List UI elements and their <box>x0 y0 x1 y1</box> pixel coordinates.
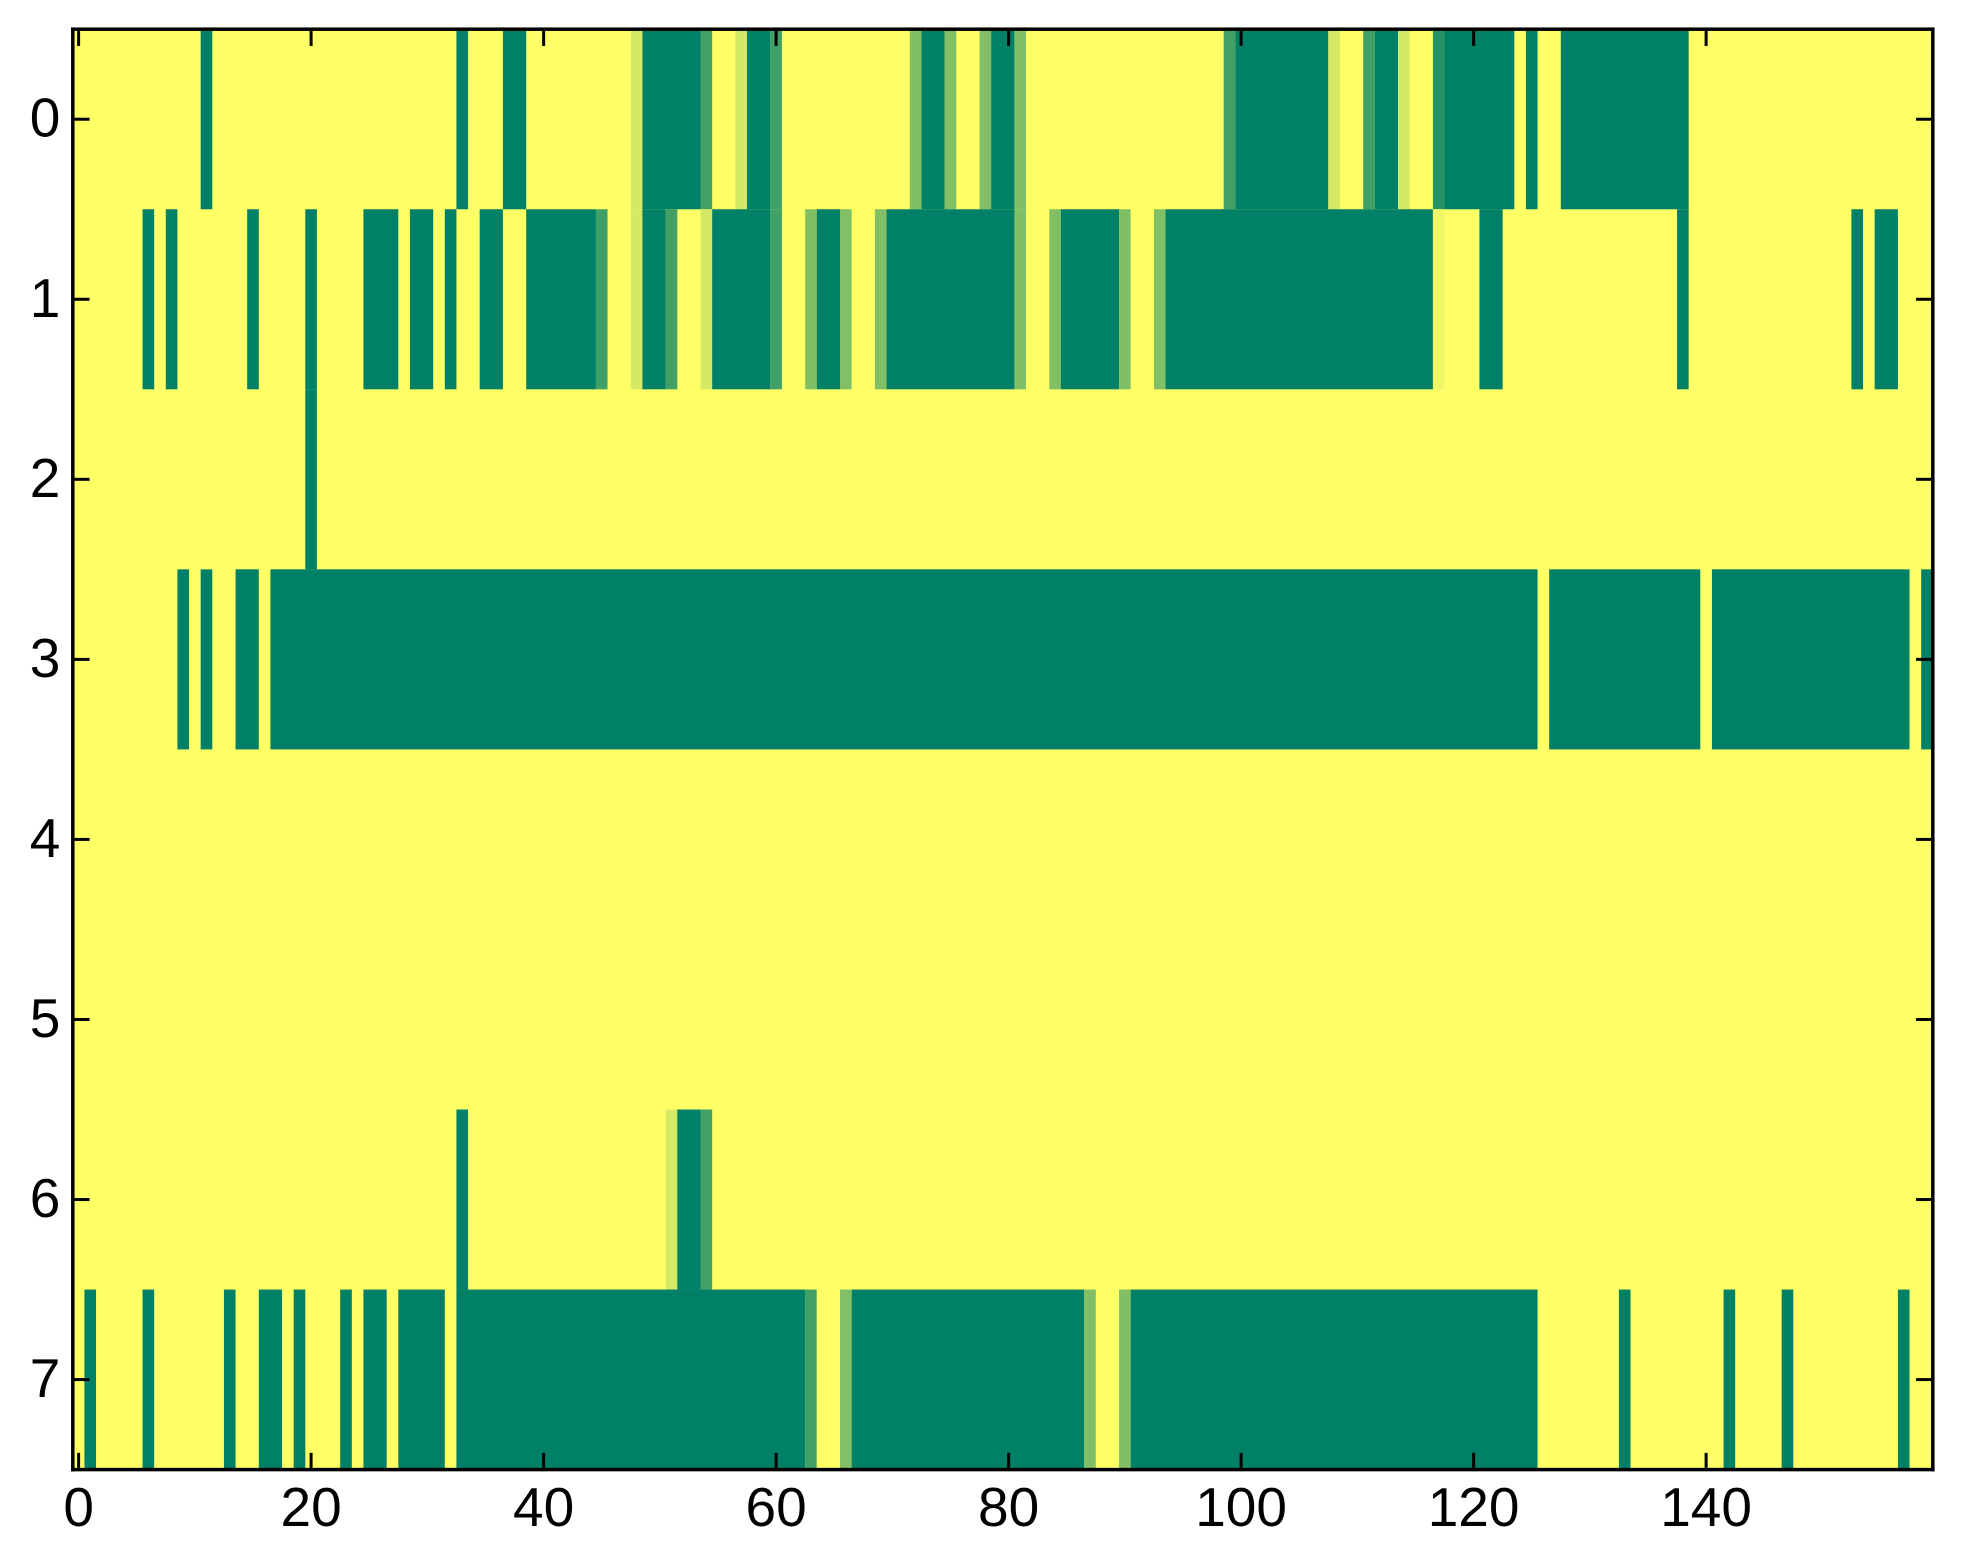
svg-text:4: 4 <box>30 807 61 869</box>
svg-text:1: 1 <box>30 267 61 329</box>
svg-text:120: 120 <box>1428 1476 1520 1538</box>
svg-text:5: 5 <box>30 987 61 1049</box>
svg-text:100: 100 <box>1195 1476 1287 1538</box>
svg-text:6: 6 <box>30 1167 61 1229</box>
svg-text:0: 0 <box>63 1476 94 1538</box>
svg-text:140: 140 <box>1660 1476 1752 1538</box>
svg-text:20: 20 <box>281 1476 342 1538</box>
svg-text:3: 3 <box>30 627 61 689</box>
svg-text:7: 7 <box>30 1347 61 1409</box>
svg-text:2: 2 <box>30 447 61 509</box>
svg-text:80: 80 <box>978 1476 1039 1538</box>
svg-text:0: 0 <box>30 87 61 149</box>
svg-text:40: 40 <box>513 1476 574 1538</box>
svg-text:60: 60 <box>746 1476 807 1538</box>
